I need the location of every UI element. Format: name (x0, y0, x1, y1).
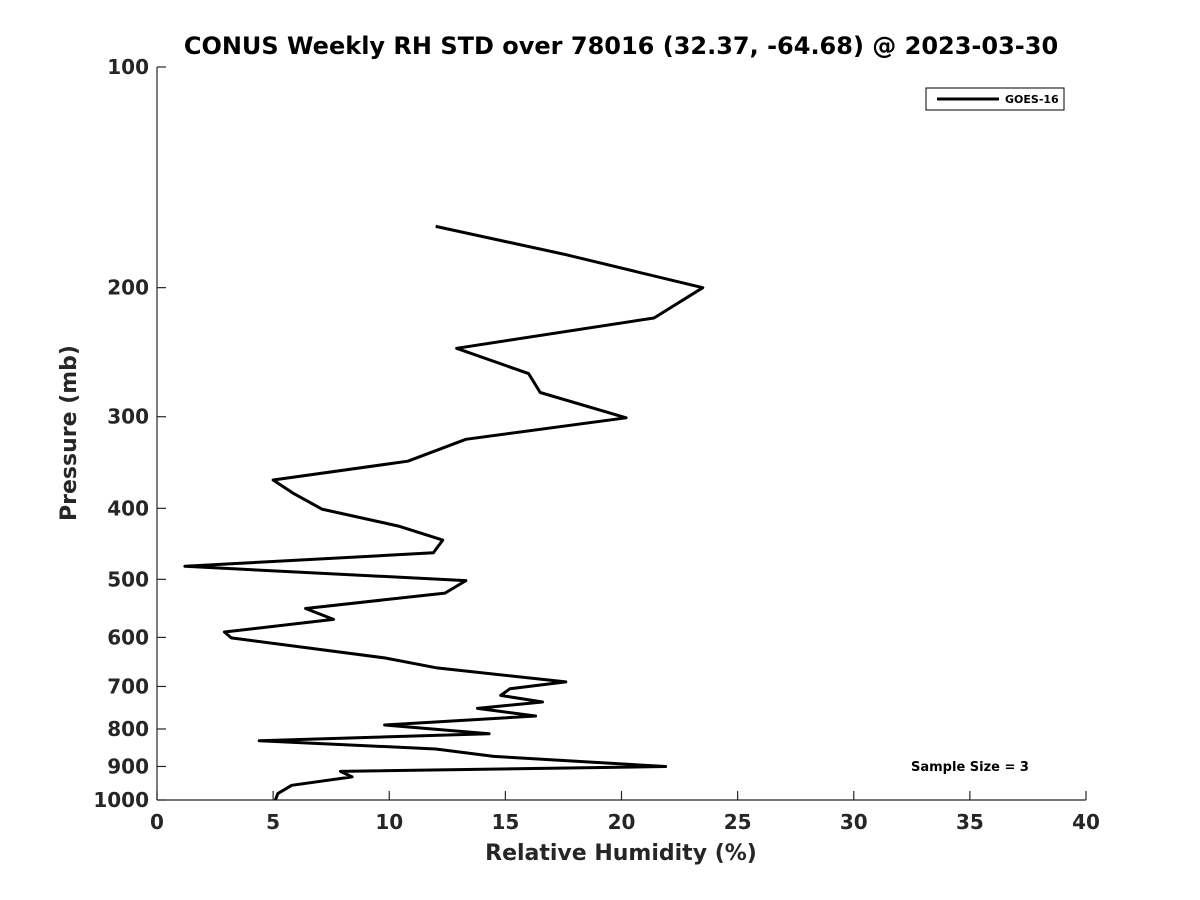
x-tick-label: 35 (956, 810, 984, 834)
x-axis-label: Relative Humidity (%) (485, 841, 757, 866)
x-tick-label: 0 (150, 810, 164, 834)
y-tick-label: 700 (107, 674, 149, 698)
y-axis-label: Pressure (mb) (57, 345, 82, 521)
y-tick-label: 500 (107, 567, 149, 591)
y-tick-label: 600 (107, 625, 149, 649)
x-tick-label: 15 (491, 810, 519, 834)
x-axis-ticks: 0 5 10 15 20 25 30 35 40 (150, 791, 1100, 834)
y-axis-ticks: 100 200 300 400 500 600 700 800 900 1000 (93, 55, 166, 812)
x-tick-label: 25 (724, 810, 752, 834)
sample-size-annotation: Sample Size = 3 (911, 760, 1029, 775)
x-tick-label: 20 (608, 810, 636, 834)
x-tick-label: 40 (1072, 810, 1100, 834)
y-tick-label: 200 (107, 276, 149, 300)
y-tick-label: 300 (107, 405, 149, 429)
y-tick-label: 100 (107, 55, 149, 79)
x-tick-label: 10 (375, 810, 403, 834)
legend: GOES-16 (925, 87, 1065, 111)
series-line-goes-16 (183, 224, 705, 801)
y-tick-label: 900 (107, 754, 149, 778)
x-tick-label: 30 (840, 810, 868, 834)
y-tick-label: 1000 (93, 788, 149, 812)
y-tick-label: 400 (107, 496, 149, 520)
chart-title: CONUS Weekly RH STD over 78016 (32.37, -… (184, 32, 1058, 60)
legend-label-goes-16: GOES-16 (1005, 93, 1059, 106)
y-tick-label: 800 (107, 717, 149, 741)
x-tick-label: 5 (266, 810, 280, 834)
